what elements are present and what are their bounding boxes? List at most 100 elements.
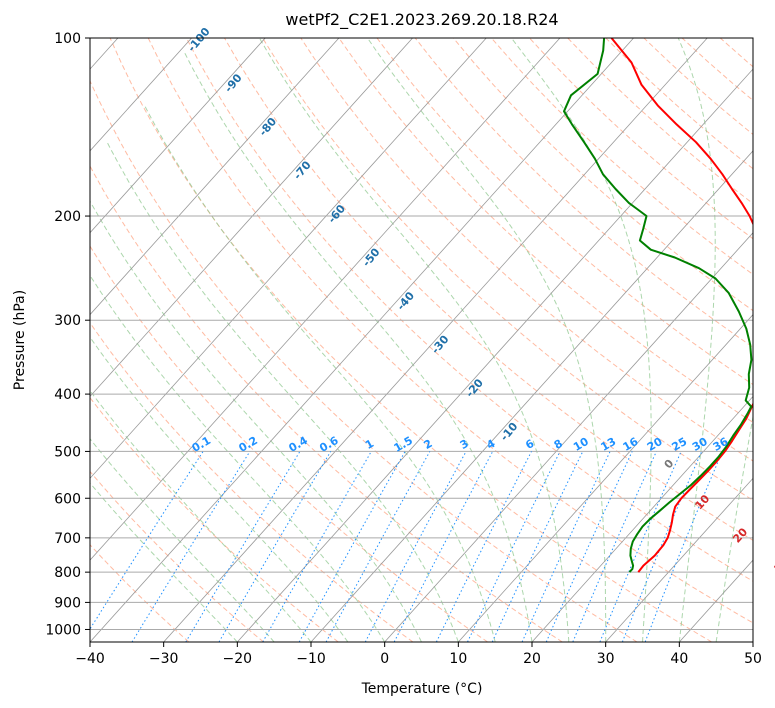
skewed-isotherm-line — [605, 477, 753, 642]
isotherm-label: -90 — [222, 71, 245, 95]
mixing-ratio-line — [435, 451, 532, 642]
moist-adiabat-line — [677, 38, 716, 642]
y-tick-label: 300 — [54, 313, 81, 329]
mixing-ratio-line — [131, 451, 251, 642]
dry-adiabat-line — [90, 165, 563, 642]
dry-adiabat-line — [90, 245, 488, 642]
x-tick-label: 30 — [597, 651, 615, 667]
moist-adiabat-line — [90, 482, 238, 642]
dry-adiabat-line — [224, 38, 753, 541]
x-tick-label: −30 — [149, 651, 179, 667]
dry-adiabat-line — [90, 396, 339, 642]
dry-adiabat-line — [719, 38, 753, 68]
isotherm-label: -80 — [256, 115, 279, 139]
moist-adiabat-line — [90, 274, 386, 642]
series-line-1 — [563, 38, 753, 573]
dry-adiabat-line — [567, 38, 753, 205]
dry-adiabat-line — [529, 38, 753, 240]
mixing-ratio-line — [644, 451, 723, 642]
moist-adiabat-line — [144, 105, 496, 642]
mixing-ratio-line — [599, 451, 682, 642]
skewed-isotherm-line — [90, 38, 340, 316]
moist-adiabat-line — [511, 38, 652, 642]
x-tick-label: 40 — [670, 651, 688, 667]
moist-adiabat-line — [106, 141, 459, 642]
dry-adiabat-line — [147, 38, 753, 624]
y-tick-label: 1000 — [45, 622, 81, 638]
skewed-isotherm-line — [237, 68, 753, 642]
dry-adiabat-line — [90, 322, 414, 642]
mixing-ratio-line — [621, 451, 703, 642]
dry-adiabat-line — [262, 38, 753, 501]
mixing-ratio-line — [364, 451, 467, 642]
x-axis-label: Temperature (°C) — [361, 681, 483, 697]
isotherm-label: -60 — [325, 202, 348, 226]
isotherm-label: -40 — [394, 289, 417, 313]
mixing-ratio-label: 2 — [422, 437, 435, 452]
dry-adiabat-line — [109, 38, 712, 642]
y-tick-label: 100 — [54, 31, 81, 47]
isotherm-label: -30 — [429, 333, 452, 357]
skewed-isotherm-line — [531, 395, 753, 642]
mixing-ratio-line — [467, 451, 561, 642]
skewed-isotherm-line — [90, 38, 192, 152]
moist-adiabat-line — [183, 50, 533, 642]
mixing-ratio-line — [545, 451, 633, 642]
mixing-ratio-label: 4 — [484, 437, 497, 452]
dry-adiabat-line — [491, 38, 753, 276]
plot-frame — [89, 37, 754, 643]
moist-adiabat-line — [367, 38, 607, 642]
skewed-isotherm-line — [90, 38, 413, 398]
dry-adiabat-line — [643, 38, 753, 135]
skewed-isotherm-line — [90, 38, 634, 642]
isotherm-label: -10 — [498, 420, 521, 444]
skewed-isotherm-line — [310, 150, 753, 642]
line-labels: -100-90-80-70-60-50-40-30-20-100.1 0.2 0.4… — [185, 25, 775, 575]
skewed-isotherm-line — [90, 38, 487, 479]
dry-adiabat-line — [90, 544, 190, 642]
moist-adiabat-label: 0 — [662, 457, 677, 472]
dry-adiabat-line — [414, 38, 753, 348]
moist-adiabat-label: 10 — [692, 492, 712, 512]
dry-adiabat-line — [90, 79, 638, 642]
moist-adiabat-label: 30 — [772, 555, 775, 575]
mixing-ratio-line — [90, 451, 204, 630]
x-tick-label: −10 — [296, 651, 326, 667]
x-tick-label: 0 — [380, 651, 389, 667]
x-tick-label: 20 — [523, 651, 541, 667]
dry-adiabat-line — [185, 38, 753, 582]
y-axis-label: Pressure (hPa) — [12, 290, 28, 390]
skewed-isotherm-line — [679, 559, 753, 642]
x-tick-label: 50 — [744, 651, 762, 667]
skewed-isotherm-line — [752, 641, 753, 642]
skewed-isotherm-line — [90, 38, 266, 234]
skewed-isotherm-line — [458, 313, 753, 642]
y-tick-label: 200 — [54, 209, 81, 225]
moist-adiabat-line — [90, 200, 422, 642]
y-tick-label: 500 — [54, 444, 81, 460]
moist-adiabat-line — [90, 336, 349, 642]
dry-adiabat-line — [376, 38, 753, 386]
y-axis: 100 200 300 400 500 600 700 800 900 1000 — [45, 31, 90, 638]
skewed-isotherm-line — [163, 38, 708, 642]
series-lines — [563, 38, 753, 573]
series-line-0 — [610, 38, 753, 573]
y-tick-label: 800 — [54, 565, 81, 581]
chart-title: wetPf2_C2E1.2023.269.20.18.R24 — [285, 10, 558, 30]
isotherm-label: -70 — [291, 158, 314, 182]
skewed-isotherm-line — [90, 38, 561, 561]
x-tick-label: −40 — [75, 651, 105, 667]
mixing-ratio-line — [298, 451, 406, 642]
y-tick-label: 900 — [54, 595, 81, 611]
mixing-ratio-label: 1 — [363, 437, 376, 452]
mixing-ratio-line — [572, 451, 657, 642]
moist-adiabat-line — [90, 438, 275, 642]
skewed-isotherm-line — [384, 232, 753, 642]
x-tick-label: 10 — [449, 651, 467, 667]
y-tick-label: 600 — [54, 491, 81, 507]
x-axis: −40 −30 −20 −10 0 10 20 30 40 50 — [75, 642, 762, 667]
moist-adiabat-line — [90, 390, 312, 642]
moist-adiabat-line — [715, 413, 753, 642]
mixing-ratio-line — [185, 451, 301, 642]
y-tick-label: 400 — [54, 387, 81, 403]
